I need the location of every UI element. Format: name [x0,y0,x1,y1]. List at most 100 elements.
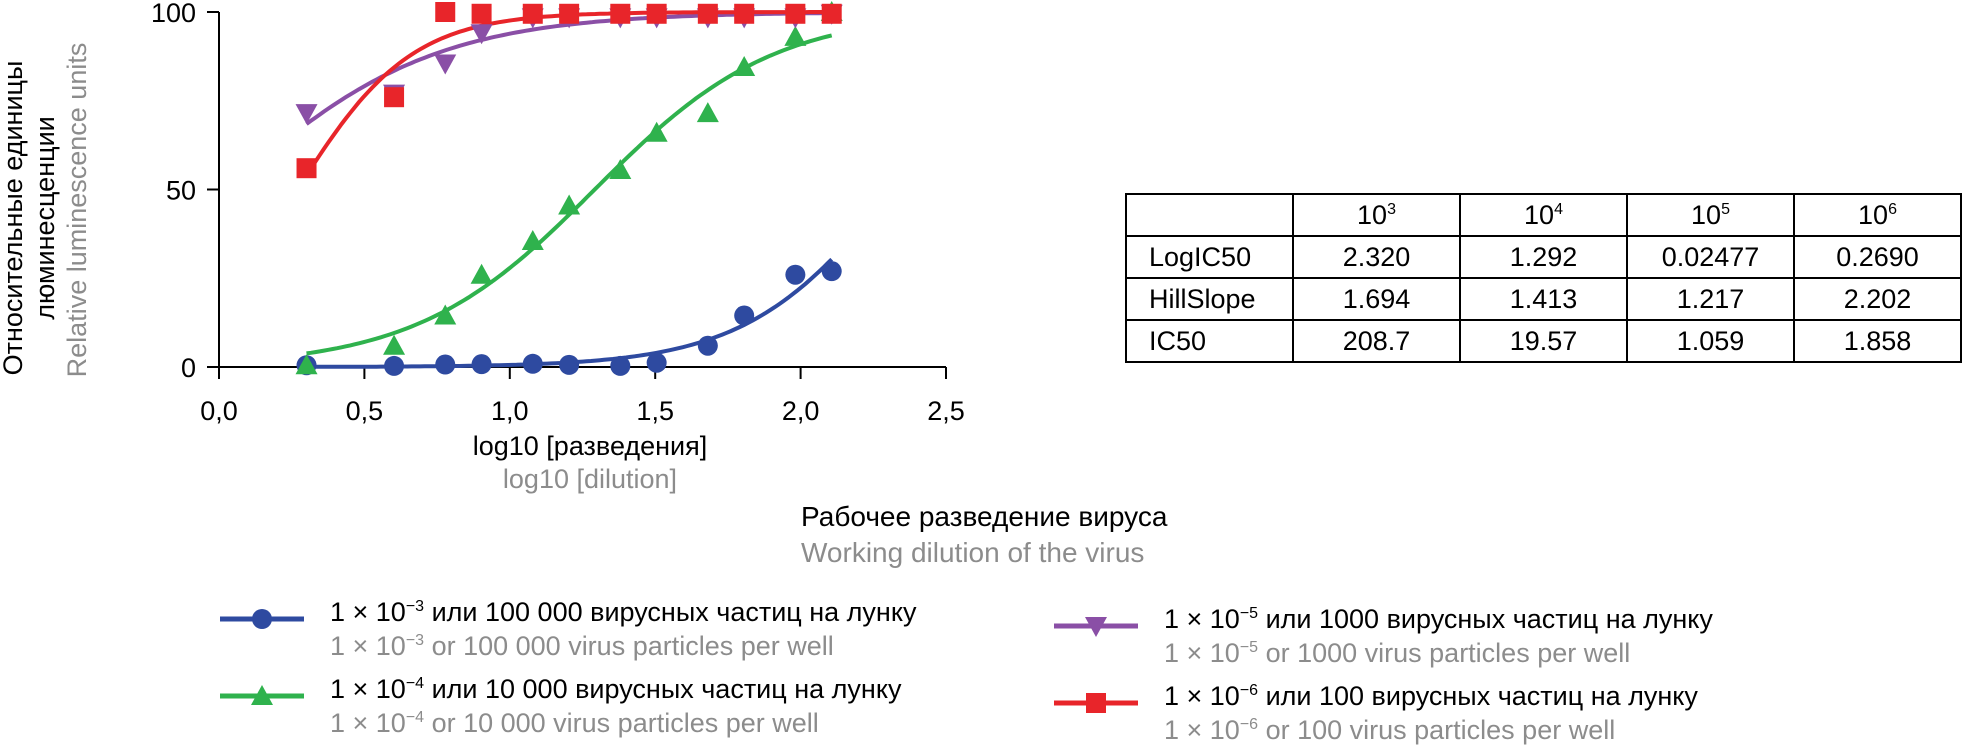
x-axis-label-en: log10 [dilution] [503,464,677,494]
table-cell: 1.059 [1626,319,1795,363]
legend-item: 1 × 10−4 или 10 000 вирусных частиц на л… [220,674,960,744]
x-axis-label-ru: log10 [разведения] [473,431,708,461]
legend-label-en: 1 × 10−3 or 100 000 virus particles per … [330,631,834,661]
data-point [734,305,755,326]
legend-label-ru: 1 × 10−6 или 100 вирусных частиц на лунк… [1164,681,1698,711]
table-cell: 2.202 [1793,277,1962,321]
legend-symbol [1054,693,1138,713]
table-col-header: 103 [1292,193,1461,237]
data-point [522,3,543,24]
data-point [646,352,667,373]
table-row-label: IC50 [1125,319,1294,363]
legend-marker [251,685,273,705]
data-point [821,261,842,282]
legend-symbol [1054,617,1138,637]
table-cell: 1.694 [1292,277,1461,321]
legend-label-ru: 1 × 10−4 или 10 000 вирусных частиц на л… [330,674,902,704]
data-point [696,102,719,123]
data-point [521,229,544,250]
table-cell: 0.2690 [1793,235,1962,279]
data-point [785,3,806,24]
dilution-title-en: Working dilution of the virus [801,537,1145,568]
y-axis-label-ru-line1: Относительные единицы [0,61,28,376]
table-cell: 1.413 [1459,277,1628,321]
legend-marker [1085,617,1107,637]
legend-label-en: 1 × 10−5 or 1000 virus particles per wel… [1164,638,1631,668]
legend-label-ru: 1 × 10−5 или 1000 вирусных частиц на лун… [1164,604,1713,634]
data-point [646,3,667,24]
legend-item: 1 × 10−6 или 100 вирусных частиц на лунк… [1054,681,1794,751]
data-point [384,87,405,108]
data-point [383,334,406,355]
legend-symbol [220,685,304,705]
data-point [434,304,457,325]
legend-item: 1 × 10−5 или 1000 вирусных частиц на лун… [1054,604,1794,674]
data-point [384,355,405,376]
legend-symbol [220,609,304,629]
y-tick-label: 0 [181,353,196,383]
table-cell: 0.02477 [1626,235,1795,279]
table-row: IC50 208.7 19.57 1.059 1.858 [1125,319,1962,363]
fit-parameters-table: 103 104 105 106 LogIC50 2.320 1.292 0.02… [1125,193,1962,363]
y-tick-label: 100 [151,0,196,28]
data-points [295,1,843,376]
data-point [559,3,580,24]
fit-curve-1e-5 [305,11,832,126]
table-col-header: 105 [1626,193,1795,237]
y-tick-label: 50 [166,176,196,206]
x-tick-label: 0,5 [346,396,384,426]
x-tick-label: 0,0 [200,396,238,426]
dilution-title-ru: Рабочее разведение вируса [801,501,1168,532]
table-row: HillSlope 1.694 1.413 1.217 2.202 [1125,277,1962,321]
data-point [295,354,318,375]
legend-item: 1 × 10−3 или 100 000 вирусных частиц на … [220,597,960,667]
table-col-header: 106 [1793,193,1962,237]
table-cell: 2.320 [1292,235,1461,279]
data-point [821,3,842,24]
data-point [295,104,318,125]
data-point [645,121,668,142]
legend-label-en: 1 × 10−6 or 100 virus particles per well [1164,715,1616,745]
data-point [785,264,806,285]
data-point [609,158,632,179]
table-row-label: HillSlope [1125,277,1294,321]
data-point [697,3,718,24]
data-point [733,56,756,77]
table-corner-cell [1125,193,1294,237]
x-tick-label: 2,5 [927,396,965,426]
data-point [697,335,718,356]
y-axis-label-en: Relative luminescence units [62,43,92,378]
legend-label-ru: 1 × 10−3 или 100 000 вирусных частиц на … [330,597,917,627]
table-row: LogIC50 2.320 1.292 0.02477 0.2690 [1125,235,1962,279]
y-axis-label-ru-line2: люминесценции [30,116,60,320]
data-point [734,3,755,24]
legend-label-en: 1 × 10−4 or 10 000 virus particles per w… [330,708,819,738]
data-point [784,25,807,46]
table-cell: 1.217 [1626,277,1795,321]
x-tick-label: 1,0 [491,396,529,426]
data-point [470,263,493,284]
legend-marker [252,609,272,629]
axes: 0,0 0,5 1,0 1,5 2,0 2,5 0 50 100 [151,0,965,426]
data-point [471,354,492,375]
data-point [610,355,631,376]
data-point [471,3,492,24]
table-header-row: 103 104 105 106 [1125,193,1962,237]
data-point [435,2,456,22]
table-col-header: 104 [1459,193,1628,237]
x-tick-label: 2,0 [782,396,820,426]
x-tick-label: 1,5 [636,396,674,426]
data-point [435,354,456,375]
table-cell: 208.7 [1292,319,1461,363]
table-cell: 1.858 [1793,319,1962,363]
table-row-label: LogIC50 [1125,235,1294,279]
data-point [610,3,631,24]
table-cell: 1.292 [1459,235,1628,279]
dose-response-chart: 0,0 0,5 1,0 1,5 2,0 2,5 0 50 100 Относительные е… [0,0,965,494]
data-point [470,24,493,45]
table-cell: 19.57 [1459,319,1628,363]
legend-marker [1086,693,1106,713]
data-point [522,353,543,374]
data-point [296,158,317,179]
data-point [434,54,457,75]
